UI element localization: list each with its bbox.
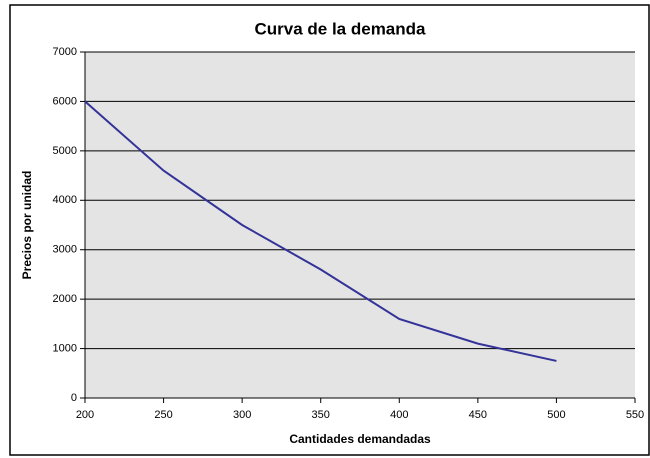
y-tick-label: 1000 (53, 342, 77, 354)
y-tick-label: 2000 (53, 293, 77, 305)
x-tick-label: 450 (469, 409, 487, 421)
x-tick-label: 500 (547, 409, 565, 421)
y-axis-label: Precios por unidad (20, 171, 34, 280)
x-tick-label: 300 (233, 409, 251, 421)
x-tick-label: 550 (626, 409, 644, 421)
y-tick-label: 3000 (53, 244, 77, 256)
x-tick-label: 350 (312, 409, 330, 421)
y-tick-label: 5000 (53, 145, 77, 157)
x-tick-label: 250 (154, 409, 172, 421)
x-tick-label: 400 (390, 409, 408, 421)
data-line (84, 100, 557, 362)
x-tick-label: 200 (76, 409, 94, 421)
y-tick-label: 7000 (53, 46, 77, 58)
chart-title: Curva de la demanda (254, 19, 426, 38)
y-tick-label: 0 (71, 392, 77, 404)
y-tick-label: 6000 (53, 95, 77, 107)
y-tick-label: 4000 (53, 194, 77, 206)
plot-area (85, 52, 635, 398)
x-axis-label: Cantidades demandadas (289, 432, 431, 446)
